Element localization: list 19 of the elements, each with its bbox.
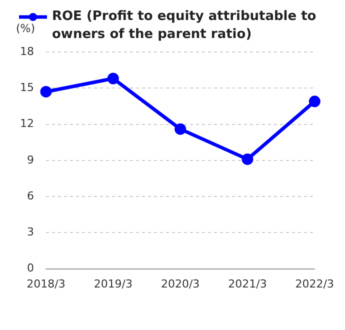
y-tick-label: 18 <box>20 44 34 58</box>
point <box>174 123 186 135</box>
y-tick-label: 0 <box>26 262 34 275</box>
x-tick-label: 2020/3 <box>160 277 200 290</box>
y-axis-title: (%) <box>16 22 36 35</box>
point <box>308 96 320 108</box>
y-tick-label: 6 <box>26 189 34 202</box>
x-tick-label: 2018/3 <box>26 277 66 290</box>
x-tick-label: 2022/3 <box>295 277 334 290</box>
point <box>242 153 254 165</box>
y-tick-label: 12 <box>20 117 34 130</box>
y-tick-label: 9 <box>26 153 34 166</box>
x-tick-label: 2019/3 <box>94 277 133 290</box>
y-tick-label: 3 <box>26 226 34 239</box>
legend-label: ROE (Profit to equity attributable to owners of the parent ratio) <box>52 8 318 44</box>
point <box>40 86 52 98</box>
y-tick-label: 15 <box>20 80 34 94</box>
x-tick-label: 2021/3 <box>228 277 267 290</box>
point <box>107 72 119 84</box>
